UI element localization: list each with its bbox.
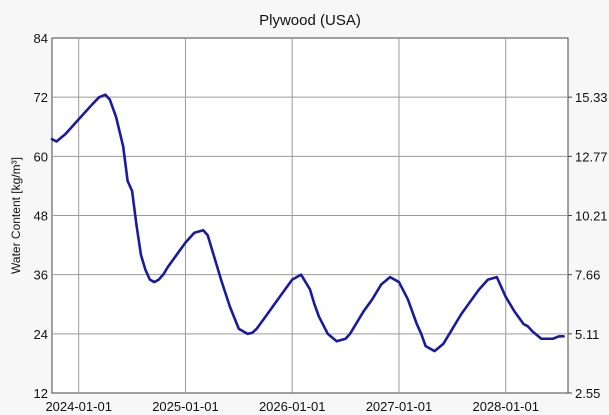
y-tick-label: 60 [34,149,48,164]
y2-tick-label: 5.11 [575,327,599,342]
y-tick-label: 24 [34,327,48,342]
y-tick-label: 12 [34,386,48,401]
y2-tick-label: 7.66 [575,268,600,283]
x-tick-label: 2026-01-01 [259,399,326,414]
x-tick-label: 2024-01-01 [45,399,112,414]
y2-tick-label: 2.55 [575,386,600,401]
y-tick-label: 72 [34,90,48,105]
y-tick-label: 48 [34,209,48,224]
y-axis-label: Water Content [kg/m³] [9,157,23,274]
y-tick-label: 36 [34,268,48,283]
x-tick-label: 2027-01-01 [366,399,433,414]
series-line [50,93,565,353]
axis-ticks: 12 24 36 48 60 72 84 2024-01-01 2025-01-01 2026-0… [34,31,608,414]
x-tick-label: 2028-01-01 [472,399,539,414]
y2-tick-label: 10.21 [575,209,608,224]
y-tick-label: 84 [34,31,48,46]
x-tick-label: 2025-01-01 [152,399,219,414]
grid-lines [52,38,568,393]
y2-tick-label: 15.33 [575,90,608,105]
chart-title: Plywood (USA) [259,12,361,29]
y2-tick-label: 12.77 [575,149,608,164]
